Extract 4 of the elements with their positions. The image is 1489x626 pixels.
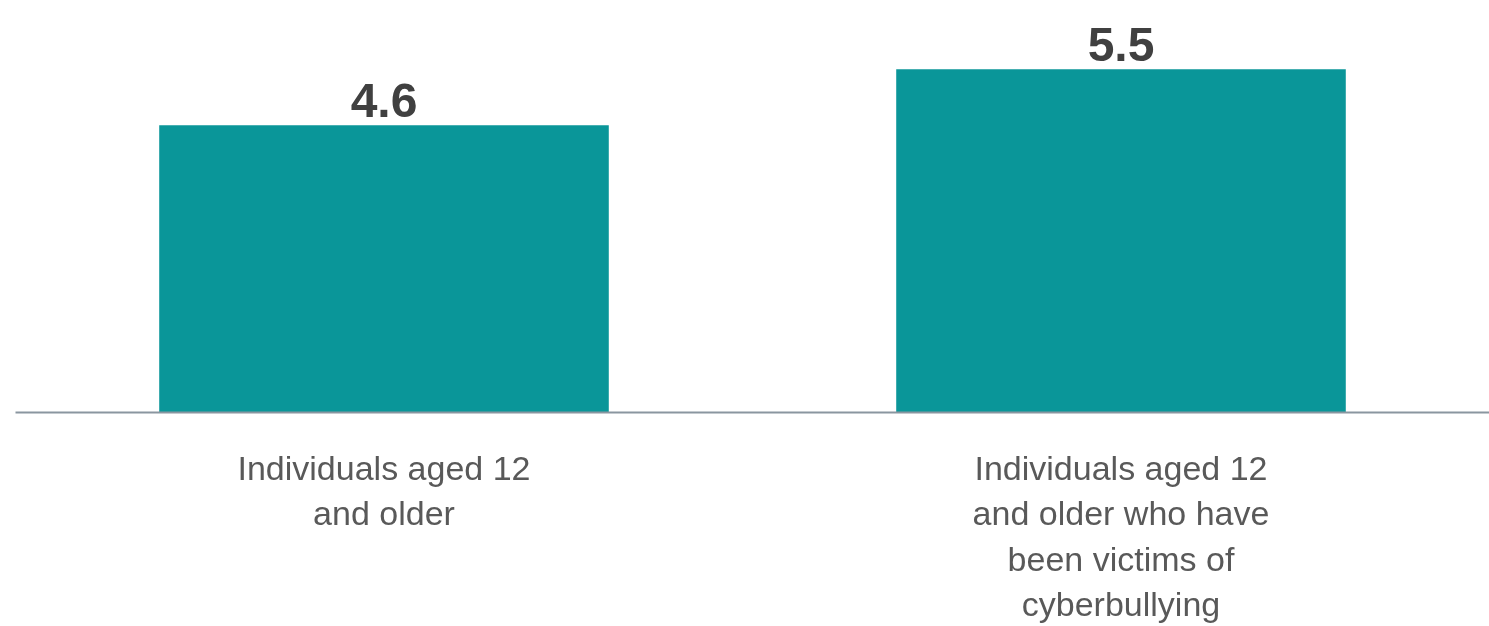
x-tick-label: Individuals aged 12 and older who have been victims of cyberbullying bbox=[972, 448, 1270, 624]
x-tick-label: Individuals aged 12 and older bbox=[237, 448, 531, 533]
data-label: 4.6 bbox=[350, 74, 418, 128]
data-label: 5.5 bbox=[1087, 18, 1155, 72]
